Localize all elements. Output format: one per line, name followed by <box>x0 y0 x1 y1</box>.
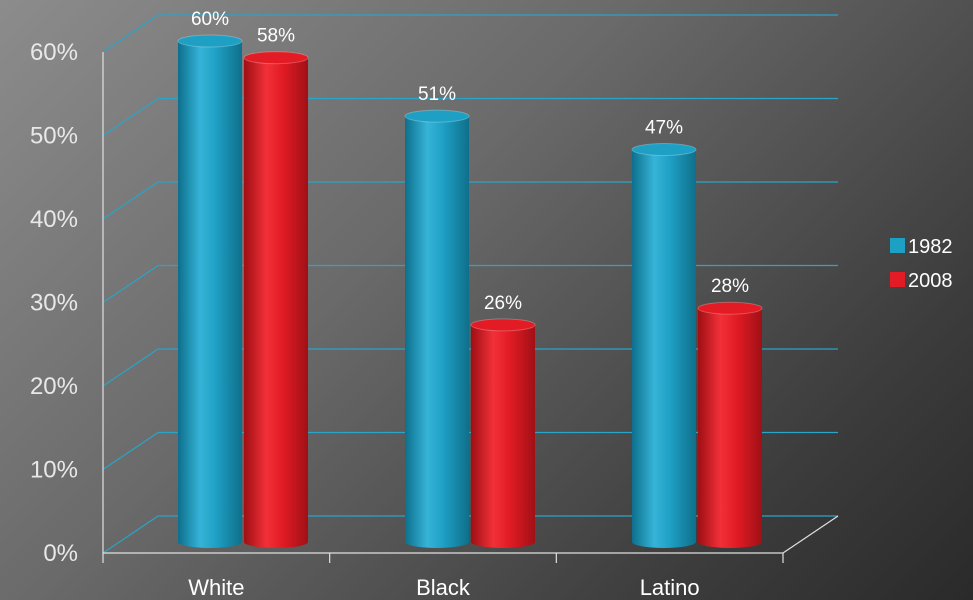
bar-1982-white <box>178 41 242 542</box>
x-category-label: Latino <box>640 575 700 600</box>
data-label: 47% <box>645 118 683 139</box>
gridline-diagonal <box>102 432 159 470</box>
data-label: 58% <box>257 26 295 47</box>
data-label: 26% <box>484 293 522 314</box>
x-category-label: Black <box>416 575 471 600</box>
bar-2008-white <box>244 57 308 542</box>
data-label: 28% <box>711 276 749 297</box>
gridline-diagonal <box>102 14 159 53</box>
bar-top <box>470 318 536 332</box>
bar-base <box>178 536 242 548</box>
bar-2008-latino <box>698 308 762 542</box>
bar-base <box>632 536 696 548</box>
y-tick-label: 20% <box>30 373 78 400</box>
gridline-diagonal <box>102 181 159 220</box>
legend-label-1982: 1982 <box>908 236 953 258</box>
bar-1982-latino <box>632 149 696 543</box>
bar-top <box>243 51 309 65</box>
legend-swatch-1982 <box>890 238 905 253</box>
gridline-diagonal <box>102 515 159 554</box>
bar-top <box>697 301 763 315</box>
legend-label-2008: 2008 <box>908 270 953 292</box>
bars <box>177 34 763 548</box>
y-tick-label: 30% <box>30 290 78 317</box>
gridline-diagonal <box>102 348 159 387</box>
data-label: 51% <box>418 84 456 105</box>
gridline-diagonal <box>102 265 159 303</box>
bar-base <box>471 536 535 548</box>
bar-1982-black <box>405 116 469 543</box>
data-label: 60% <box>191 9 229 30</box>
y-tick-label: 40% <box>30 206 78 233</box>
y-tick-label: 50% <box>30 123 78 150</box>
bar-top <box>177 34 243 48</box>
bar-base <box>244 536 308 548</box>
bar-top <box>404 109 470 123</box>
x-category-label: White <box>188 575 244 600</box>
bar-top <box>631 143 697 157</box>
y-tick-label: 10% <box>30 457 78 484</box>
gridline-diagonal <box>102 98 159 136</box>
legend-swatch-2008 <box>890 272 905 287</box>
bar-base <box>698 536 762 548</box>
legend: 1982 2008 <box>890 236 953 292</box>
axes: 0% 10% 20% 30% 40% 50% 60% White Black Latino <box>30 39 839 600</box>
bar-base <box>405 536 469 548</box>
data-labels: 60% 51% 47% 58% 26% 28% <box>191 9 749 314</box>
y-tick-label: 0% <box>43 540 78 567</box>
floor-edge <box>782 515 839 554</box>
bar-2008-black <box>471 324 535 542</box>
y-tick-label: 60% <box>30 39 78 66</box>
